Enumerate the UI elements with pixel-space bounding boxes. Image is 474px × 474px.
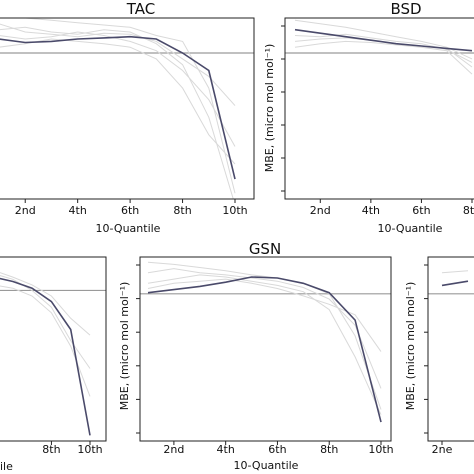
plot-frame	[0, 17, 255, 200]
panel-bottom-right: 2ne MBE, (micro mol mol⁻¹)	[404, 256, 474, 456]
x-tick-label: 6th	[121, 204, 139, 217]
background-series-line	[0, 275, 91, 369]
x-axis-label: ile	[0, 460, 13, 473]
x-tick-layer: 2nd 4th 6th 8th 10th	[15, 199, 248, 217]
x-tick-label: 4th	[217, 443, 235, 456]
background-series-line	[22, 18, 236, 194]
x-tick-layer: 2nd 4th 6th 8th	[281, 25, 474, 217]
x-tick-label: 6th	[268, 443, 286, 456]
background-series-line	[0, 38, 236, 165]
series-layer	[285, 19, 474, 75]
plot-frame	[139, 256, 392, 442]
background-series-line	[147, 278, 382, 352]
x-tick-layer: 2nd 4th 6th 8th 10th	[136, 264, 394, 456]
highlight-series-line	[441, 280, 469, 287]
x-tick-layer: 8th 10th	[42, 441, 103, 456]
plot-frame	[284, 17, 474, 200]
x-axis-label: 10-Quantile	[96, 222, 161, 235]
x-tick-label: 10th	[222, 204, 247, 217]
x-tick-label: 2nd	[163, 443, 184, 456]
panel-gsn: GSN 2nd 4th 6th 8th 10th 10-Quantile MBE, (m…	[118, 240, 394, 472]
panel-bottom-left: 8th 10th ile	[0, 256, 107, 473]
background-series-line	[147, 274, 382, 415]
highlight-series-line	[147, 276, 382, 423]
x-tick-label: 8th	[42, 443, 60, 456]
highlight-series-line	[0, 277, 91, 436]
y-axis-label: MBE, (micro mol mol⁻¹)	[263, 44, 276, 173]
plot-frame	[0, 256, 107, 442]
x-tick-label: 8th	[173, 204, 191, 217]
background-series-line	[0, 272, 91, 336]
x-tick-layer: 2ne	[424, 264, 453, 456]
background-series-line	[147, 261, 382, 410]
background-series-line	[0, 285, 91, 397]
background-series-line	[0, 26, 234, 199]
series-layer	[0, 272, 106, 436]
x-tick-label: 4th	[69, 204, 87, 217]
y-axis-label: MBE, (micro mol mol⁻¹)	[118, 282, 131, 411]
x-tick-label: 8th	[463, 204, 474, 217]
panel-tac: TAC 2nd 4th 6th 8th 10th 10-Quantile	[0, 0, 255, 235]
x-tick-label: 2ne	[432, 443, 453, 456]
plot-frame	[427, 256, 474, 442]
x-tick-label: 6th	[412, 204, 430, 217]
background-series-line	[441, 270, 469, 274]
x-axis-label: 10-Quantile	[234, 459, 299, 472]
x-tick-label: 2nd	[15, 204, 36, 217]
background-series-line	[0, 31, 236, 147]
y-axis-label: MBE, (micro mol mol⁻¹)	[404, 282, 417, 411]
panel-title: BSD	[390, 0, 421, 18]
background-series-line	[147, 268, 382, 389]
series-layer	[428, 270, 474, 295]
panel-bsd: BSD 2nd 4th 6th 8th 10-Quantile MBE, (micro…	[263, 0, 474, 235]
background-series-line	[294, 40, 473, 75]
background-series-line	[0, 23, 236, 106]
x-axis-label: 10-Quantile	[378, 222, 443, 235]
series-layer	[0, 18, 254, 199]
x-tick-label: 4th	[362, 204, 380, 217]
x-tick-label: 10th	[368, 443, 393, 456]
background-series-line	[294, 19, 473, 60]
panel-title: GSN	[249, 240, 281, 258]
x-tick-label: 2nd	[310, 204, 331, 217]
x-tick-label: 8th	[320, 443, 338, 456]
panel-title: TAC	[126, 0, 155, 18]
highlight-series-line	[0, 35, 236, 180]
highlight-series-line	[294, 28, 473, 52]
series-layer	[140, 261, 391, 423]
x-tick-label: 10th	[77, 443, 102, 456]
